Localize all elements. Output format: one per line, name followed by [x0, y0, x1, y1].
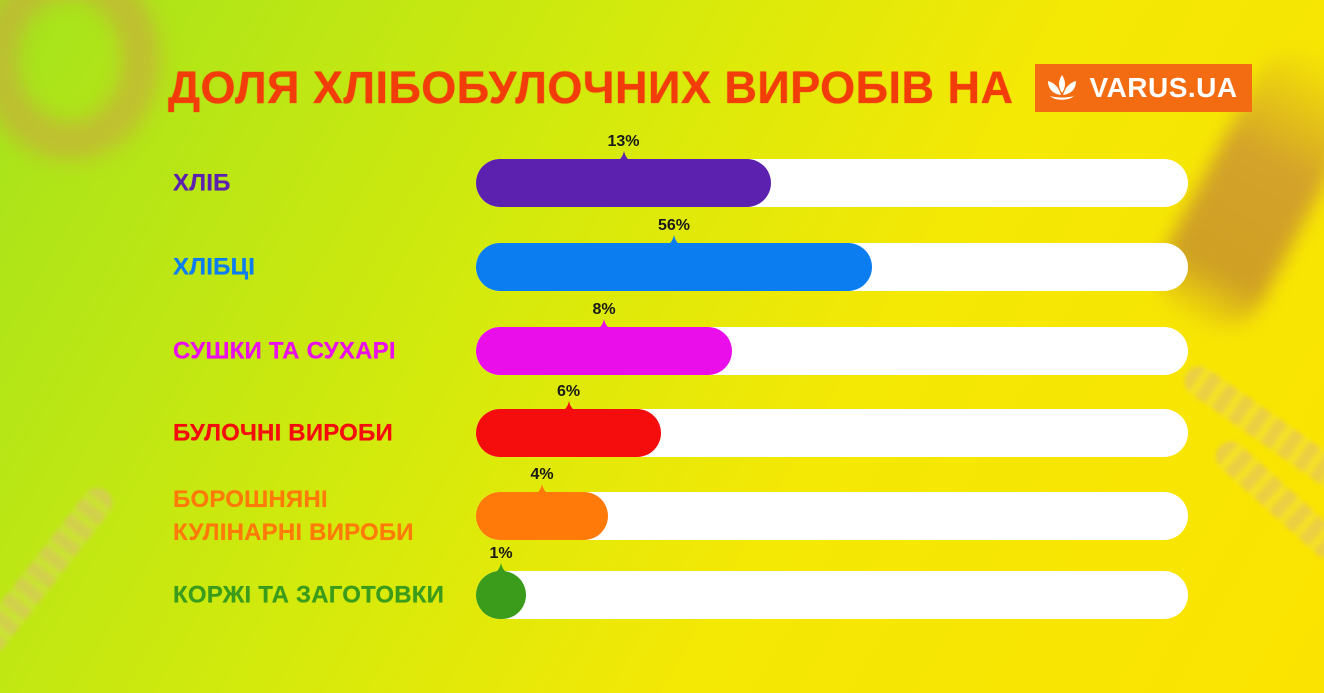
category-label: БУЛОЧНІ ВИРОБИ	[173, 419, 393, 447]
bar-pointer	[615, 151, 632, 161]
category-label: ХЛІБ	[173, 169, 231, 197]
bar-track: 13%	[476, 133, 1188, 207]
value-label: 8%	[592, 301, 616, 318]
bar-track: 6%	[476, 383, 1188, 457]
bar-pointer	[560, 401, 577, 411]
value-label: 1%	[489, 545, 513, 562]
value-label: 13%	[607, 133, 640, 150]
category-label: СУШКИ ТА СУХАРІ	[173, 337, 396, 365]
category-label: КОРЖІ ТА ЗАГОТОВКИ	[173, 581, 445, 609]
category-label: ХЛІБЦІ	[173, 253, 256, 281]
bar-pointer	[493, 563, 509, 573]
bar	[476, 243, 872, 291]
varus-logo[interactable]: VARUS.UA	[1035, 64, 1252, 112]
logo-text: VARUS.UA	[1089, 72, 1238, 103]
bar	[476, 571, 526, 619]
bar-track: 8%	[476, 301, 1188, 375]
bar	[476, 159, 771, 207]
chart-title: ДОЛЯ ХЛІБОБУЛОЧНИХ ВИРОБІВ НА	[168, 62, 1014, 113]
value-label: 4%	[530, 466, 554, 483]
bar-pointer	[596, 319, 612, 329]
bar-row: БОРОШНЯНІ КУЛІНАРНІ ВИРОБИ 4%	[0, 466, 1324, 546]
bar	[476, 492, 608, 540]
header: ДОЛЯ ХЛІБОБУЛОЧНИХ ВИРОБІВ НА VARUS.UA	[168, 58, 1252, 118]
bar	[476, 327, 732, 375]
value-label: 56%	[657, 217, 691, 234]
bar-track: 56%	[476, 217, 1188, 291]
bar-row: КОРЖІ ТА ЗАГОТОВКИ 1%	[0, 545, 1324, 619]
bar-track: 4%	[476, 466, 1188, 540]
bar-pointer	[534, 484, 550, 494]
pretzel-decoration	[0, 0, 160, 160]
leaf-logo-icon	[1048, 75, 1077, 100]
bar-row: ХЛІБЦІ 56%	[0, 217, 1324, 291]
value-label: 6%	[556, 383, 581, 400]
bar-row: ХЛІБ 13%	[0, 133, 1324, 207]
category-label: БОРОШНЯНІ КУЛІНАРНІ ВИРОБИ	[173, 486, 414, 546]
bar-pointer	[666, 235, 682, 245]
bar-track: 1%	[476, 545, 1188, 619]
bar-row: СУШКИ ТА СУХАРІ 8%	[0, 301, 1324, 375]
bar-row: БУЛОЧНІ ВИРОБИ 6%	[0, 383, 1324, 457]
bar	[476, 409, 661, 457]
